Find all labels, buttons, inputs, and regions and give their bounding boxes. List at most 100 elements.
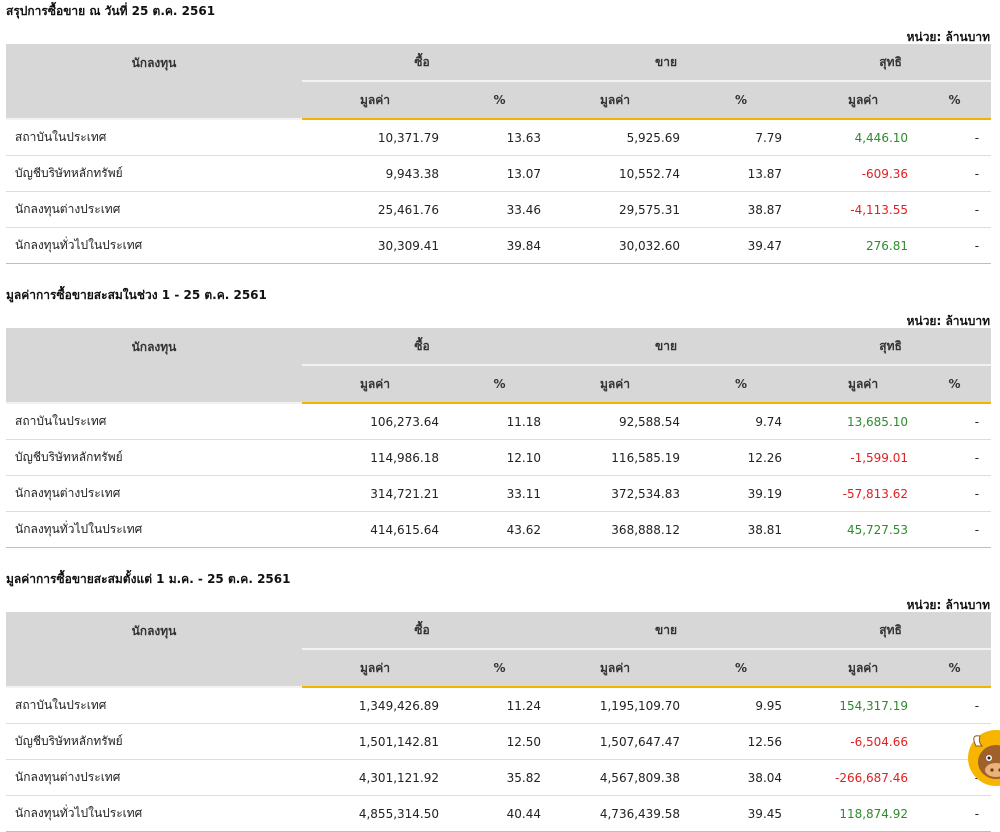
net-value: 276.81 (790, 227, 919, 264)
sell-value: 1,507,647.47 (542, 723, 693, 760)
sell-value: 29,575.31 (542, 191, 693, 228)
sell-percent: 9.95 (692, 687, 791, 724)
sell-value: 372,534.83 (542, 475, 693, 512)
net-value: -57,813.62 (790, 475, 919, 512)
buy-percent: 13.63 (447, 119, 543, 156)
sell-percent: 12.26 (692, 439, 791, 476)
header-investor: นักลงทุน (6, 328, 302, 404)
sell-value: 5,925.69 (542, 119, 693, 156)
buy-percent: 33.11 (447, 475, 543, 512)
net-percent: - (918, 795, 992, 832)
trading-summary-table: นักลงทุน ซื้อ ขาย สุทธิ มูลค่า% มูลค่า% มูลค่า… (6, 44, 992, 264)
investor-name: สถาบันในประเทศ (6, 119, 302, 156)
investor-name: นักลงทุนทั่วไปในประเทศ (6, 511, 302, 548)
investor-name: นักลงทุนต่างประเทศ (6, 475, 302, 512)
header-buy-value: มูลค่า (302, 649, 447, 688)
header-sell-value: มูลค่า (542, 365, 693, 404)
net-percent: - (918, 403, 992, 440)
table-row[interactable]: บัญชีบริษัทหลักทรัพย์ 9,943.38 13.07 10,552… (6, 155, 992, 192)
table-header: นักลงทุน ซื้อ ขาย สุทธิ มูลค่า% มูลค่า% มูลค่า… (6, 328, 992, 404)
sell-value: 10,552.74 (542, 155, 693, 192)
unit-label: หน่วย: ล้านบาท (906, 314, 990, 328)
sell-percent: 38.04 (692, 759, 791, 796)
sell-percent: 13.87 (692, 155, 791, 192)
net-value: 13,685.10 (790, 403, 919, 440)
sell-value: 92,588.54 (542, 403, 693, 440)
sell-value: 30,032.60 (542, 227, 693, 264)
buy-value: 9,943.38 (302, 155, 447, 192)
bull-mascot-icon[interactable] (962, 724, 1000, 788)
header-buy: ซื้อ (302, 44, 543, 82)
table-body: สถาบันในประเทศ 1,349,426.89 11.24 1,195,109… (6, 687, 992, 832)
buy-value: 25,461.76 (302, 191, 447, 228)
trading-summary-table: นักลงทุน ซื้อ ขาย สุทธิ มูลค่า% มูลค่า% มูลค่า… (6, 612, 992, 832)
buy-value: 10,371.79 (302, 119, 447, 156)
header-net-value: มูลค่า (790, 365, 919, 404)
buy-value: 1,501,142.81 (302, 723, 447, 760)
header-buy-pct: % (447, 365, 543, 404)
section-title: สรุปการซื้อขาย ณ วันที่ 25 ต.ค. 2561 (6, 4, 216, 18)
net-percent: - (918, 475, 992, 512)
sell-value: 116,585.19 (542, 439, 693, 476)
buy-value: 314,721.21 (302, 475, 447, 512)
header-net: สุทธิ (790, 44, 992, 82)
table-row[interactable]: นักลงทุนทั่วไปในประเทศ 30,309.41 39.84 30,0… (6, 227, 992, 264)
buy-percent: 39.84 (447, 227, 543, 264)
table-row[interactable]: สถาบันในประเทศ 10,371.79 13.63 5,925.69 7.79… (6, 119, 992, 156)
net-percent: - (918, 687, 992, 724)
table-row[interactable]: สถาบันในประเทศ 1,349,426.89 11.24 1,195,109… (6, 687, 992, 724)
sell-percent: 9.74 (692, 403, 791, 440)
net-percent: - (918, 119, 992, 156)
investor-name: นักลงทุนทั่วไปในประเทศ (6, 795, 302, 832)
section-title: มูลค่าการซื้อขายสะสมตั้งแต่ 1 ม.ค. - 25 … (6, 572, 291, 586)
sell-value: 4,736,439.58 (542, 795, 693, 832)
buy-value: 114,986.18 (302, 439, 447, 476)
header-sell-pct: % (692, 649, 791, 688)
table-row[interactable]: นักลงทุนทั่วไปในประเทศ 414,615.64 43.62 368… (6, 511, 992, 548)
table-row[interactable]: สถาบันในประเทศ 106,273.64 11.18 92,588.54 9.… (6, 403, 992, 440)
buy-percent: 40.44 (447, 795, 543, 832)
table-header: นักลงทุน ซื้อ ขาย สุทธิ มูลค่า% มูลค่า% มูลค่า… (6, 612, 992, 688)
net-value: -6,504.66 (790, 723, 919, 760)
header-net: สุทธิ (790, 612, 992, 650)
sell-percent: 39.45 (692, 795, 791, 832)
investor-name: นักลงทุนต่างประเทศ (6, 759, 302, 796)
sell-value: 368,888.12 (542, 511, 693, 548)
section-title: มูลค่าการซื้อขายสะสมในช่วง 1 - 25 ต.ค. 2… (6, 288, 267, 302)
table-row[interactable]: นักลงทุนต่างประเทศ 314,721.21 33.11 372,534… (6, 475, 992, 512)
trading-summary-table: นักลงทุน ซื้อ ขาย สุทธิ มูลค่า% มูลค่า% มูลค่า… (6, 328, 992, 548)
sell-percent: 12.56 (692, 723, 791, 760)
investor-name: บัญชีบริษัทหลักทรัพย์ (6, 155, 302, 192)
buy-percent: 33.46 (447, 191, 543, 228)
investor-name: นักลงทุนทั่วไปในประเทศ (6, 227, 302, 264)
table-row[interactable]: นักลงทุนต่างประเทศ 4,301,121.92 35.82 4,567… (6, 759, 992, 796)
buy-value: 4,855,314.50 (302, 795, 447, 832)
buy-percent: 12.50 (447, 723, 543, 760)
net-value: -609.36 (790, 155, 919, 192)
header-net-pct: % (918, 81, 992, 120)
header-sell-pct: % (692, 365, 791, 404)
header-investor: นักลงทุน (6, 612, 302, 688)
sell-value: 1,195,109.70 (542, 687, 693, 724)
table-row[interactable]: นักลงทุนต่างประเทศ 25,461.76 33.46 29,575.3… (6, 191, 992, 228)
header-net-pct: % (918, 365, 992, 404)
net-value: 45,727.53 (790, 511, 919, 548)
sell-percent: 39.19 (692, 475, 791, 512)
net-value: -4,113.55 (790, 191, 919, 228)
buy-percent: 35.82 (447, 759, 543, 796)
table-row[interactable]: นักลงทุนทั่วไปในประเทศ 4,855,314.50 40.44 4… (6, 795, 992, 832)
header-sell: ขาย (542, 612, 791, 650)
header-buy-value: มูลค่า (302, 81, 447, 120)
header-buy-pct: % (447, 649, 543, 688)
net-percent: - (918, 155, 992, 192)
header-buy: ซื้อ (302, 328, 543, 366)
buy-value: 30,309.41 (302, 227, 447, 264)
buy-value: 4,301,121.92 (302, 759, 447, 796)
header-sell-pct: % (692, 81, 791, 120)
unit-label: หน่วย: ล้านบาท (906, 30, 990, 44)
table-row[interactable]: บัญชีบริษัทหลักทรัพย์ 114,986.18 12.10 116,… (6, 439, 992, 476)
table-row[interactable]: บัญชีบริษัทหลักทรัพย์ 1,501,142.81 12.50 1,… (6, 723, 992, 760)
buy-percent: 43.62 (447, 511, 543, 548)
sell-percent: 39.47 (692, 227, 791, 264)
net-value: 154,317.19 (790, 687, 919, 724)
